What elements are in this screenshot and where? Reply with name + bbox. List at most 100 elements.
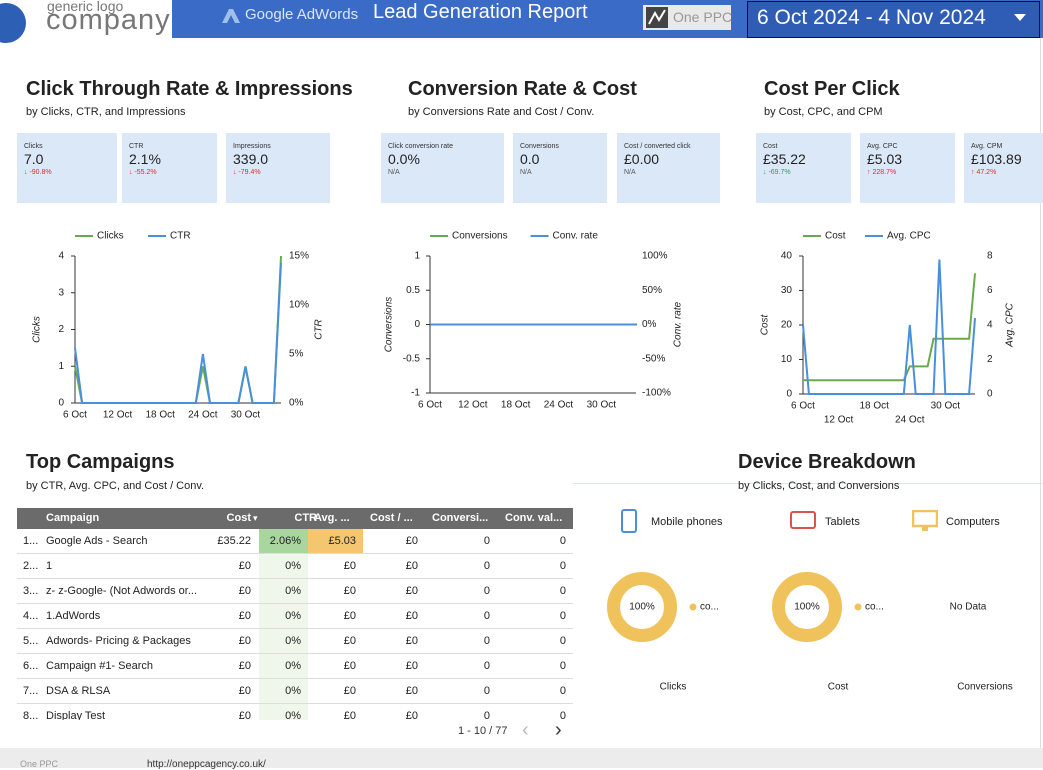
divider: [573, 483, 1043, 484]
y2-tick-label: 2: [987, 354, 993, 365]
kpi-card: Cost / converted click £0.00 N/A: [617, 133, 720, 203]
computer-icon: [912, 510, 938, 531]
ctr-cell-bg: [259, 704, 308, 720]
y2-tick-label: 6: [987, 285, 993, 296]
table-cell: £0: [405, 685, 418, 697]
table-cell: £0: [343, 685, 356, 697]
kpi-value: 7.0: [24, 151, 44, 167]
legend-label: Conversions: [452, 231, 508, 242]
kpi-card: Click conversion rate 0.0% N/A: [381, 133, 504, 203]
legend-label: Computers: [946, 516, 1000, 528]
kpi-card: Avg. CPC £5.03 ↑ 228.7%: [860, 133, 955, 203]
tablet-icon: [790, 511, 816, 529]
y2-tick-label: -100%: [642, 388, 671, 399]
table-cell: £0: [343, 710, 356, 720]
table-cell: £5.03: [328, 535, 356, 547]
column-header: Conv. val...: [505, 512, 563, 524]
y2-axis-title: Avg. CPC: [1005, 302, 1016, 347]
y-tick-label: 1: [58, 361, 64, 372]
y-axis-title: Cost: [760, 313, 771, 335]
kpi-value: £5.03: [867, 151, 903, 167]
table-cell: 6...: [23, 660, 39, 672]
sort-indicator: ▾: [253, 513, 258, 523]
pagination: 1 - 10 / 77: [458, 725, 508, 737]
section-title: Top Campaigns: [26, 451, 175, 473]
y-tick-label: 30: [781, 285, 793, 296]
row-divider: [17, 703, 573, 704]
legend-label: co...: [865, 602, 884, 613]
phone-icon: [621, 509, 637, 533]
table-cell: 0: [559, 660, 566, 672]
legend-label: Conv. rate: [553, 231, 599, 242]
footer-bar: [0, 748, 1043, 768]
ctr-cell-bg: [259, 629, 308, 654]
column-header: Cost: [226, 512, 251, 524]
table-cell: 1.AdWords: [46, 610, 101, 622]
table-cell: 0: [559, 710, 566, 720]
row-divider: [17, 628, 573, 629]
x-tick-label: 12 Oct: [458, 400, 488, 411]
table-cell: 0%: [285, 635, 301, 647]
y-axis-title: Clicks: [32, 316, 43, 343]
table-cell: £0: [405, 560, 418, 572]
one-ppc-icon: [646, 7, 668, 28]
x-tick-label: 30 Oct: [231, 410, 261, 421]
table-cell: Display Test: [46, 710, 106, 720]
table-cell: 3...: [23, 585, 39, 597]
kpi-value: 0.0%: [388, 151, 420, 167]
table-cell: 1: [46, 560, 53, 572]
column-header: CTR: [294, 512, 317, 524]
one-ppc-label: One PPC: [673, 9, 733, 25]
legend-label: co...: [700, 602, 719, 613]
section-subtitle: by Clicks, Cost, and Conversions: [738, 480, 900, 492]
legend-label: CTR: [170, 231, 191, 242]
y2-axis-title: Conv. rate: [673, 301, 684, 347]
table-cell: £0: [238, 560, 251, 572]
column-header: Conversi...: [432, 512, 489, 524]
kpi-card: Clicks 7.0 ↓ -90.8%: [17, 133, 117, 203]
prev-page[interactable]: ‹: [522, 719, 529, 741]
next-page[interactable]: ›: [555, 719, 562, 741]
x-tick-label: 6 Oct: [791, 401, 815, 412]
kpi-change: ↓ -69.7%: [763, 169, 791, 176]
report-title: Lead Generation Report: [373, 1, 588, 23]
table-cell: 2...: [23, 560, 39, 572]
legend-label: Avg. CPC: [887, 231, 931, 242]
logo-top: generic logo: [47, 0, 124, 14]
table-cell: 5...: [23, 635, 39, 647]
series-line: [802, 259, 976, 395]
date-dropdown-arrow[interactable]: [1014, 14, 1026, 22]
y-tick-label: 0: [786, 389, 792, 400]
donut-caption: Conversions: [957, 682, 1013, 693]
row-divider: [17, 578, 573, 579]
section-title: Conversion Rate & Cost: [408, 78, 637, 100]
section-subtitle: by Clicks, CTR, and Impressions: [26, 106, 186, 118]
series-line: [74, 262, 282, 404]
column-header: Cost / ...: [370, 512, 413, 524]
table-cell: 0: [559, 560, 566, 572]
table-cell: 0: [559, 635, 566, 647]
section-title: Click Through Rate & Impressions: [26, 78, 353, 100]
y-tick-label: 0.5: [406, 285, 420, 296]
y2-tick-label: 0%: [642, 319, 657, 330]
footer-url[interactable]: http://oneppcagency.co.uk/: [147, 759, 266, 770]
kpi-label: Cost: [763, 143, 778, 150]
kpi-value: 0.0: [520, 151, 540, 167]
y-tick-label: -0.5: [403, 353, 421, 364]
legend-dot: [689, 603, 697, 611]
date-picker[interactable]: [747, 1, 1040, 38]
y2-tick-label: 0: [987, 389, 993, 400]
y-tick-label: 0: [414, 319, 420, 330]
kpi-card: Avg. CPM £103.89 ↑ 47.2%: [964, 133, 1043, 203]
table-cell: £0: [238, 610, 251, 622]
y2-tick-label: 5%: [289, 349, 304, 360]
table-cell: 0: [483, 635, 490, 647]
legend-dot: [854, 603, 862, 611]
section-title: Device Breakdown: [738, 451, 916, 473]
y-tick-label: 4: [58, 251, 64, 262]
kpi-label: Avg. CPC: [867, 143, 898, 150]
donut-slice: [607, 572, 677, 643]
date-range[interactable]: 6 Oct 2024 - 4 Nov 2024: [757, 6, 986, 29]
cpc-cell-bg: [308, 529, 363, 554]
